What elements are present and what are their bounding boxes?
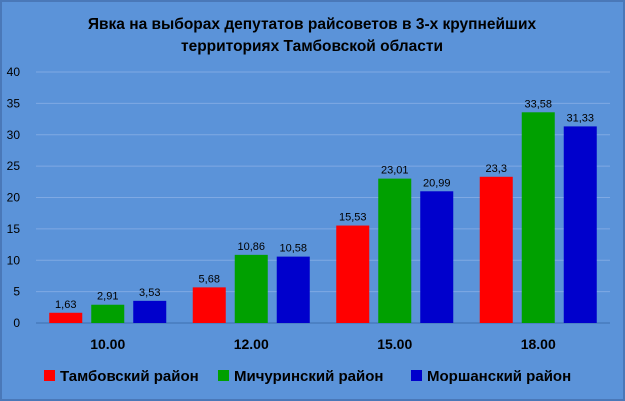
y-tick-label: 10 bbox=[7, 253, 21, 267]
bar-value-label: 23,3 bbox=[486, 163, 507, 175]
bar bbox=[563, 126, 597, 323]
bar bbox=[91, 304, 125, 323]
bar bbox=[192, 287, 226, 323]
bar-value-label: 1,63 bbox=[55, 299, 76, 311]
y-tick-label: 0 bbox=[13, 316, 20, 330]
bar-value-label: 31,33 bbox=[566, 112, 594, 124]
bar-value-label: 10,86 bbox=[237, 241, 265, 253]
bar bbox=[420, 191, 454, 323]
bars: 1,63 2,91 3,53 5,68 10,86 10,58 15,53 23,01 20,9… bbox=[49, 98, 597, 324]
x-axis-categories: 10.00 12.00 15.00 18.00 bbox=[90, 336, 556, 352]
chart-title-line-1: Явка на выборах депутатов райсоветов в 3… bbox=[88, 16, 537, 33]
legend-label: Мичуринский район bbox=[234, 368, 383, 385]
legend-label: Тамбовский район bbox=[60, 368, 199, 385]
bar-value-label: 3,53 bbox=[139, 287, 160, 299]
x-category-label: 15.00 bbox=[377, 336, 412, 352]
y-tick-label: 30 bbox=[7, 128, 21, 142]
bar bbox=[234, 254, 268, 323]
y-axis-ticks: 0 5 10 15 20 25 30 35 40 bbox=[7, 65, 21, 330]
legend-swatch bbox=[411, 370, 422, 381]
bar bbox=[276, 256, 310, 323]
bar-value-label: 5,68 bbox=[199, 273, 220, 285]
y-tick-label: 5 bbox=[13, 285, 20, 299]
chart-title: Явка на выборах депутатов райсоветов в 3… bbox=[88, 16, 537, 55]
legend-label: Моршанский район bbox=[427, 368, 571, 385]
bar bbox=[49, 312, 83, 323]
bar-value-label: 20,99 bbox=[423, 177, 451, 189]
y-tick-label: 20 bbox=[7, 191, 21, 205]
legend-swatch bbox=[218, 370, 229, 381]
y-tick-label: 25 bbox=[7, 159, 21, 173]
y-tick-label: 40 bbox=[7, 65, 21, 79]
bar bbox=[133, 300, 167, 323]
bar-value-label: 15,53 bbox=[339, 212, 367, 224]
y-tick-label: 35 bbox=[7, 96, 21, 110]
bar bbox=[336, 225, 370, 323]
grid bbox=[36, 71, 610, 324]
chart-title-line-2: территориях Тамбовской области bbox=[181, 38, 443, 55]
legend: Тамбовский район Мичуринский район Моршанс… bbox=[44, 368, 571, 385]
bar-value-label: 33,58 bbox=[524, 98, 552, 110]
bar-value-label: 23,01 bbox=[381, 165, 409, 177]
x-category-label: 18.00 bbox=[521, 336, 556, 352]
bar-value-label: 10,58 bbox=[279, 243, 307, 255]
bar bbox=[378, 178, 412, 323]
x-category-label: 10.00 bbox=[90, 336, 125, 352]
bar bbox=[521, 112, 555, 324]
y-tick-label: 15 bbox=[7, 222, 21, 236]
x-category-label: 12.00 bbox=[234, 336, 269, 352]
legend-swatch bbox=[44, 370, 55, 381]
bar bbox=[479, 176, 513, 323]
bar-value-label: 2,91 bbox=[97, 291, 118, 303]
